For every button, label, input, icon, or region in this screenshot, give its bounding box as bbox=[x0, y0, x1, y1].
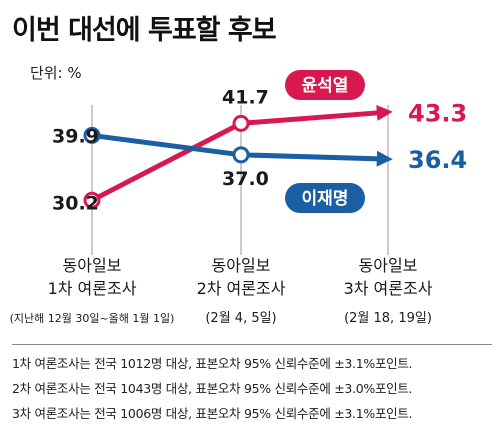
note-1: 1차 여론조사는 전국 1012명 대상, 표본오차 95% 신뢰수준에 ±3.… bbox=[12, 356, 413, 371]
note-3: 3차 여론조사는 전국 1006명 대상, 표본오차 95% 신뢰수준에 ±3.… bbox=[12, 406, 413, 421]
category-label-3-line2: 3차 여론조사 bbox=[344, 279, 433, 298]
series-line-0-a bbox=[90, 121, 243, 203]
point-label-lee-1: 39.9 bbox=[52, 125, 99, 147]
category-label-1-line2: 1차 여론조사 bbox=[48, 279, 137, 298]
series-name-pill-lee bbox=[285, 183, 365, 213]
point-label-lee-3: 36.4 bbox=[408, 146, 467, 174]
unit-label: 단위: % bbox=[30, 64, 82, 82]
category-label-3-line1: 동아일보 bbox=[359, 256, 418, 275]
series-line-1-b bbox=[240, 150, 393, 167]
category-date-3: (2월 18, 19일) bbox=[344, 311, 432, 326]
category-label-1-line1: 동아일보 bbox=[63, 256, 122, 275]
series-line-1-a bbox=[91, 132, 242, 158]
data-point-1-0 bbox=[83, 126, 101, 144]
category-date-2: (2월 4, 5일) bbox=[205, 311, 276, 326]
point-label-yoon-2: 41.7 bbox=[222, 86, 269, 108]
data-point-0-1 bbox=[232, 114, 250, 132]
survey-notes: 1차 여론조사는 전국 1012명 대상, 표본오차 95% 신뢰수준에 ±3.… bbox=[12, 344, 492, 426]
series-name-yoon: 윤석열 bbox=[302, 76, 349, 96]
category-date-1: (지난해 12월 30일~올해 1월 1일) bbox=[10, 311, 175, 325]
category-label-2-line1: 동아일보 bbox=[212, 256, 271, 275]
point-label-lee-2: 37.0 bbox=[222, 168, 269, 190]
chart-title: 이번 대선에 투표할 후보 bbox=[12, 15, 277, 46]
series-line-0-b bbox=[240, 104, 393, 126]
point-label-yoon-3: 43.3 bbox=[408, 100, 467, 128]
category-label-2-line2: 2차 여론조사 bbox=[197, 279, 286, 298]
data-point-0-0 bbox=[83, 191, 101, 209]
note-2: 2차 여론조사는 전국 1043명 대상, 표본오차 95% 신뢰수준에 ±3.… bbox=[12, 381, 413, 396]
point-label-yoon-1: 30.2 bbox=[52, 192, 99, 214]
data-point-1-1 bbox=[232, 146, 250, 164]
series-name-pill-yoon bbox=[285, 70, 365, 100]
series-name-lee: 이재명 bbox=[302, 189, 349, 209]
